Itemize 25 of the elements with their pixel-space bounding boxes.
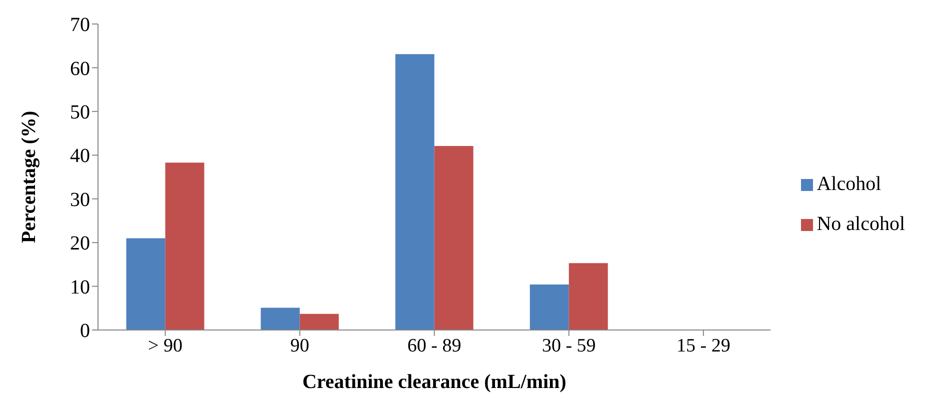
bar xyxy=(530,284,569,330)
y-tick-label: 30 xyxy=(70,188,90,211)
y-tick-label: 10 xyxy=(70,276,90,298)
legend-label: No alcohol xyxy=(816,213,905,235)
x-axis-title: Creatinine clearance (mL/min) xyxy=(302,371,566,393)
bar xyxy=(126,238,166,330)
x-tick-label: 15 - 29 xyxy=(676,335,730,356)
y-axis-title: Percentage (%) xyxy=(18,110,40,244)
x-tick-label: 30 - 59 xyxy=(542,335,596,356)
y-tick-label: 70 xyxy=(70,14,90,36)
bar xyxy=(434,146,474,330)
bar xyxy=(165,162,204,330)
y-tick-label: 50 xyxy=(70,102,90,124)
y-tick-label: 0 xyxy=(80,320,90,342)
y-tick-label: 40 xyxy=(70,145,90,168)
bar xyxy=(300,314,339,330)
bar xyxy=(395,54,434,330)
legend-label: Alcohol xyxy=(816,173,882,195)
bar xyxy=(260,308,300,330)
x-tick-label: 60 - 89 xyxy=(407,335,462,356)
y-tick-label: 60 xyxy=(70,58,90,80)
y-tick-label: 20 xyxy=(70,232,90,255)
x-tick-label: > 90 xyxy=(148,335,183,356)
bar xyxy=(568,263,608,330)
x-tick-label: 90 xyxy=(290,335,310,356)
